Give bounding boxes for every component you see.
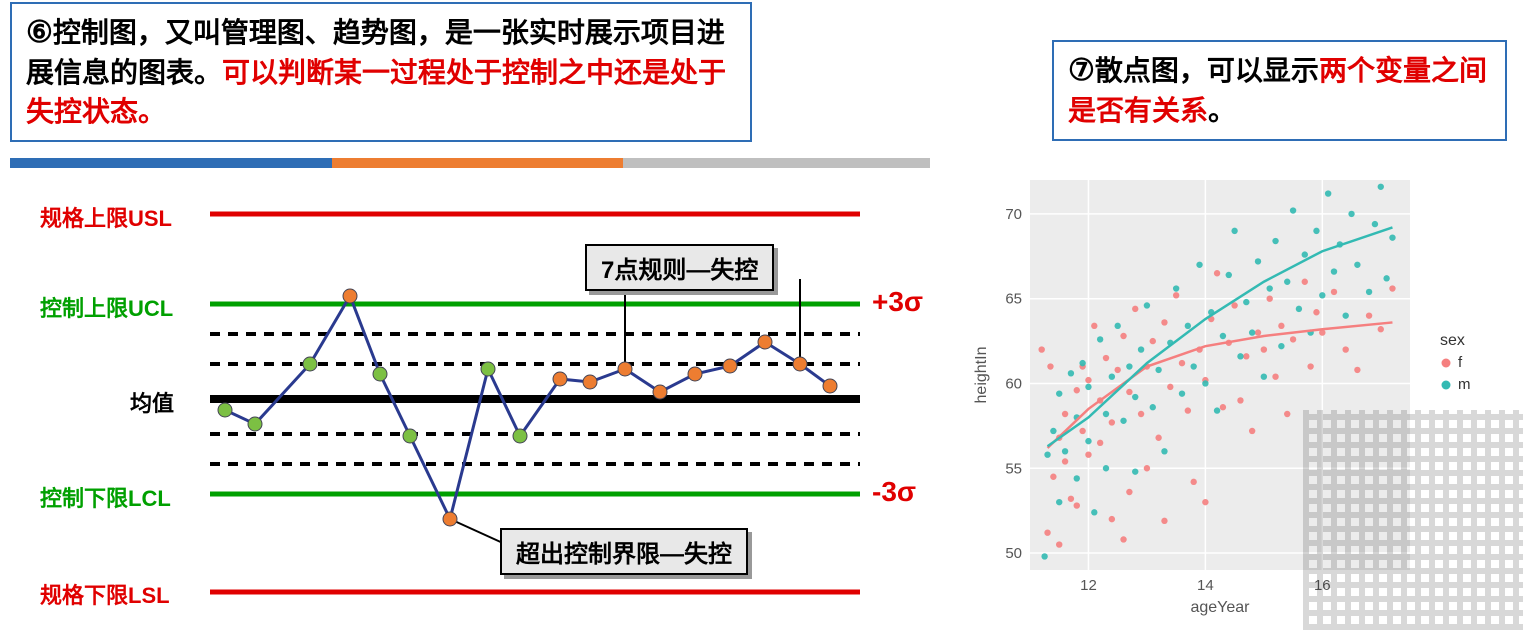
label-mean: 均值 (130, 386, 174, 418)
top-color-bar (10, 158, 930, 168)
box7-mid: ，可以显示 (1179, 56, 1319, 87)
scatter-chart-svg: 12 14 16 50 55 60 65 70 ageYear heightIn sex fm (970, 170, 1530, 620)
label-usl: 规格上限USL (40, 201, 172, 233)
scatter-chart: 12 14 16 50 55 60 65 70 ageYear heightIn sex fm (970, 170, 1530, 620)
topbar-seg-gray (623, 158, 930, 168)
topbar-seg-orange (332, 158, 623, 168)
svg-text:sex: sex (1440, 332, 1465, 349)
label-plus-3sigma: +3σ (872, 286, 923, 318)
svg-text:50: 50 (1005, 545, 1022, 562)
label-lcl: 控制下限LCL (40, 481, 171, 513)
box7-tail: 。 (1208, 96, 1236, 127)
svg-text:16: 16 (1314, 577, 1331, 594)
topbar-seg-blue (10, 158, 332, 168)
label-minus-3sigma: -3σ (872, 476, 916, 508)
svg-text:55: 55 (1005, 460, 1022, 477)
label-lsl: 规格下限LSL (40, 578, 170, 610)
svg-text:14: 14 (1197, 577, 1214, 594)
svg-text:f: f (1458, 354, 1463, 371)
svg-text:65: 65 (1005, 291, 1022, 308)
callout-rule7: 7点规则—失控 (585, 244, 774, 291)
callout-out-of-limit: 超出控制界限—失控 (500, 528, 748, 575)
description-box-6: ⑥控制图，又叫管理图、趋势图，是一张实时展示项目进展信息的图表。可以判断某一过程… (10, 2, 752, 142)
svg-text:ageYear: ageYear (1190, 599, 1250, 616)
svg-text:12: 12 (1080, 577, 1097, 594)
svg-text:60: 60 (1005, 375, 1022, 392)
circled-6: ⑥ (26, 16, 53, 49)
svg-text:m: m (1458, 376, 1471, 393)
circled-7: ⑦ (1068, 54, 1095, 87)
description-box-7: ⑦散点图，可以显示两个变量之间是否有关系。 (1052, 40, 1507, 141)
box7-lead: 散点图 (1095, 56, 1179, 87)
control-chart: 规格上限USL 控制上限UCL 均值 控制下限LCL 规格下限LSL +3σ -… (10, 150, 930, 630)
svg-text:70: 70 (1005, 206, 1022, 223)
svg-text:heightIn: heightIn (973, 347, 990, 404)
label-ucl: 控制上限UCL (40, 291, 173, 323)
